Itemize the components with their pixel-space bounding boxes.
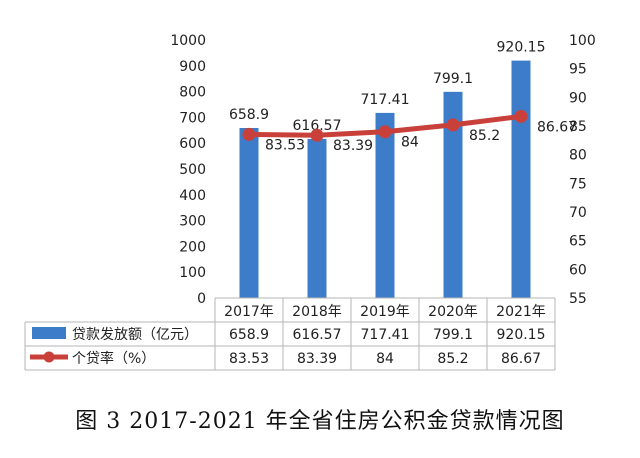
table-cell-rate-value: 85.2 bbox=[437, 351, 468, 367]
bar bbox=[239, 128, 259, 298]
category-label: 2018年 bbox=[292, 304, 342, 320]
figure-caption: 图 3 2017-2021 年全省住房公积金贷款情况图 bbox=[75, 409, 565, 434]
table-cell-bar-value: 799.1 bbox=[433, 327, 473, 343]
left-tick-label: 200 bbox=[179, 239, 206, 255]
bar-value-label: 616.57 bbox=[293, 118, 342, 134]
left-axis-ticks: 0 100 200 300 400 500 600 700 800 900 1000 bbox=[170, 33, 206, 307]
right-tick-label: 90 bbox=[569, 90, 587, 106]
table-cell-bar-value: 616.57 bbox=[293, 327, 342, 343]
right-tick-label: 80 bbox=[569, 148, 587, 164]
table-cell-rate-value: 86.67 bbox=[501, 351, 541, 367]
right-tick-label: 85 bbox=[569, 119, 587, 135]
table-cell-bar-value: 717.41 bbox=[361, 327, 410, 343]
category-label: 2017年 bbox=[224, 304, 274, 320]
table-cell-rate-value: 83.53 bbox=[229, 351, 269, 367]
right-tick-label: 55 bbox=[569, 291, 587, 307]
line-point bbox=[310, 128, 324, 142]
bar-value-label: 717.41 bbox=[361, 92, 410, 108]
left-tick-label: 100 bbox=[179, 265, 206, 281]
line-value-label: 85.2 bbox=[469, 128, 500, 144]
bar-value-label: 920.15 bbox=[497, 40, 546, 56]
line-value-label: 86.67 bbox=[537, 119, 577, 135]
line-point bbox=[446, 118, 460, 132]
table-cell-bar-value: 920.15 bbox=[497, 327, 546, 343]
line-series: 83.53 83.39 84 85.2 86.67 bbox=[242, 109, 577, 154]
right-tick-label: 70 bbox=[569, 205, 587, 221]
left-tick-label: 800 bbox=[179, 85, 206, 101]
legend-line-marker bbox=[43, 351, 55, 363]
right-tick-label: 65 bbox=[569, 234, 587, 250]
left-tick-label: 300 bbox=[179, 214, 206, 230]
category-label: 2019年 bbox=[360, 304, 410, 320]
legend-bar-label: 贷款发放额（亿元） bbox=[72, 327, 198, 343]
left-tick-label: 600 bbox=[179, 136, 206, 152]
left-tick-label: 500 bbox=[179, 162, 206, 178]
bar bbox=[511, 60, 531, 298]
table-cell-rate-value: 83.39 bbox=[297, 351, 337, 367]
left-tick-label: 700 bbox=[179, 110, 206, 126]
category-label: 2020年 bbox=[428, 304, 478, 320]
bar bbox=[443, 91, 463, 298]
left-tick-label: 400 bbox=[179, 188, 206, 204]
legend-line-label: 个贷率（%） bbox=[72, 350, 155, 367]
table-cell-bar-value: 658.9 bbox=[229, 327, 269, 343]
right-axis-ticks: 55 60 65 70 75 80 85 90 95 100 bbox=[569, 33, 596, 307]
bar-value-label: 799.1 bbox=[433, 71, 473, 87]
left-tick-label: 0 bbox=[197, 291, 206, 307]
table-cell-rate-value: 84 bbox=[376, 351, 394, 367]
bar-series: 658.9 616.57 717.41 799.1 920.15 bbox=[229, 40, 546, 298]
right-tick-label: 100 bbox=[569, 33, 596, 49]
right-tick-label: 75 bbox=[569, 176, 587, 192]
right-tick-label: 95 bbox=[569, 62, 587, 78]
bar bbox=[375, 112, 395, 298]
bar bbox=[307, 138, 327, 298]
category-label: 2021年 bbox=[496, 304, 546, 320]
line-value-label: 83.53 bbox=[265, 137, 305, 153]
bar-value-label: 658.9 bbox=[229, 107, 269, 123]
right-tick-label: 60 bbox=[569, 262, 587, 278]
line-value-label: 83.39 bbox=[333, 138, 373, 154]
legend-bar-swatch bbox=[32, 327, 66, 339]
line-value-label: 84 bbox=[401, 135, 419, 151]
line-point bbox=[378, 125, 392, 139]
line-point bbox=[242, 127, 256, 141]
line-point bbox=[514, 109, 528, 123]
left-tick-label: 900 bbox=[179, 59, 206, 75]
left-tick-label: 1000 bbox=[170, 33, 206, 49]
combo-chart: 0 100 200 300 400 500 600 700 800 900 1000 55 60 65 7… bbox=[24, 33, 596, 371]
